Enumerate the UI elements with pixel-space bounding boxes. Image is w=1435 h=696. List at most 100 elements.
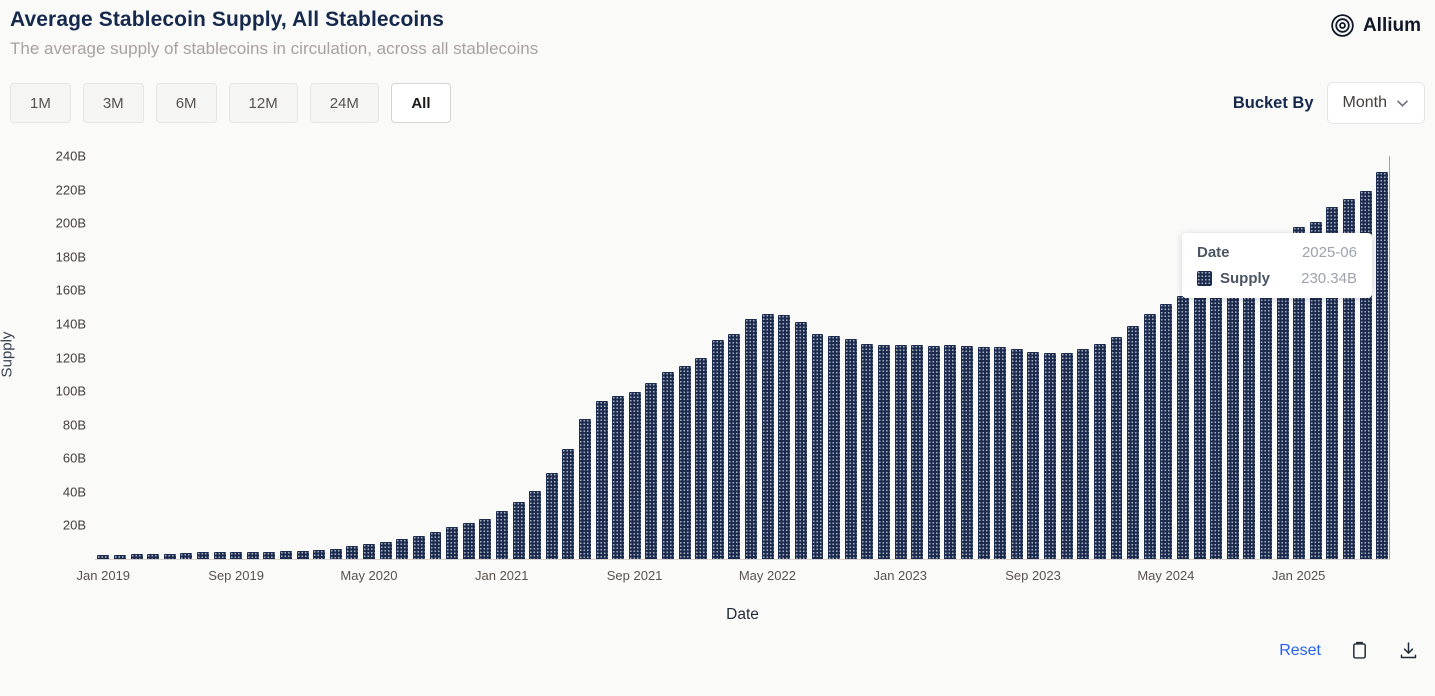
bar-2022-12[interactable]	[877, 344, 890, 559]
bar-2024-11[interactable]	[1259, 259, 1272, 559]
bar-2023-06[interactable]	[977, 346, 990, 559]
bar-2022-10[interactable]	[844, 339, 857, 559]
bar-2019-04[interactable]	[147, 554, 160, 559]
bar-2023-11[interactable]	[1060, 353, 1073, 559]
bar-2021-12[interactable]	[678, 366, 691, 559]
bar-2019-09[interactable]	[230, 552, 243, 559]
bar-2020-06[interactable]	[379, 541, 392, 559]
range-button-1m[interactable]: 1M	[10, 83, 71, 123]
bar-2025-05[interactable]	[1359, 190, 1372, 559]
bar-slot	[394, 156, 411, 559]
bar-slot	[676, 156, 693, 559]
bar-2019-06[interactable]	[180, 552, 193, 559]
bar-2025-01[interactable]	[1293, 227, 1306, 559]
bar-slot	[543, 156, 560, 559]
bar-2023-12[interactable]	[1077, 349, 1090, 559]
range-button-6m[interactable]: 6M	[155, 83, 217, 123]
bar-2019-07[interactable]	[196, 552, 209, 559]
x-tick-label-sep-2019: Sep 2019	[208, 568, 264, 583]
bar-2023-02[interactable]	[911, 344, 924, 559]
bar-2024-07[interactable]	[1193, 292, 1206, 559]
reset-button[interactable]: Reset	[1279, 641, 1321, 659]
bar-2022-01[interactable]	[695, 357, 708, 559]
bar-2025-06[interactable]	[1376, 172, 1389, 559]
bar-2022-03[interactable]	[728, 333, 741, 559]
bar-2019-05[interactable]	[163, 553, 176, 559]
bar-2021-03[interactable]	[529, 490, 542, 559]
bar-2023-03[interactable]	[927, 346, 940, 559]
bar-slot	[826, 156, 843, 559]
bar-2020-11[interactable]	[462, 523, 475, 559]
bar-2023-04[interactable]	[944, 345, 957, 559]
bar-2023-10[interactable]	[1044, 353, 1057, 559]
bar-2024-12[interactable]	[1276, 239, 1289, 559]
bar-2021-10[interactable]	[645, 383, 658, 559]
download-button[interactable]	[1398, 640, 1419, 661]
bar-2019-02[interactable]	[113, 554, 126, 559]
x-tick-label-jan-2023: Jan 2023	[873, 568, 927, 583]
bar-2022-06[interactable]	[778, 314, 791, 559]
bar-2020-02[interactable]	[313, 550, 326, 559]
bar-2022-08[interactable]	[811, 334, 824, 559]
bar-2020-12[interactable]	[479, 519, 492, 559]
bar-2023-07[interactable]	[994, 347, 1007, 559]
bar-2022-07[interactable]	[794, 321, 807, 559]
bar-2021-07[interactable]	[595, 400, 608, 559]
bar-2022-05[interactable]	[761, 314, 774, 559]
bar-2021-06[interactable]	[579, 419, 591, 559]
bar-2021-11[interactable]	[662, 372, 674, 559]
bar-2022-04[interactable]	[745, 318, 758, 559]
bar-2023-08[interactable]	[1010, 349, 1023, 559]
bar-2019-12[interactable]	[280, 551, 292, 559]
bar-2020-10[interactable]	[446, 527, 459, 559]
bar-2024-04[interactable]	[1143, 313, 1156, 559]
bar-2019-10[interactable]	[246, 551, 259, 559]
bar-2024-08[interactable]	[1210, 291, 1223, 559]
bar-2023-05[interactable]	[961, 345, 973, 559]
bar-2021-04[interactable]	[545, 473, 558, 559]
bar-2022-11[interactable]	[861, 343, 874, 559]
bar-2024-03[interactable]	[1127, 325, 1140, 559]
range-button-3m[interactable]: 3M	[82, 83, 144, 123]
bar-2020-04[interactable]	[346, 546, 359, 559]
bar-2021-09[interactable]	[628, 392, 641, 559]
bar-2024-06[interactable]	[1176, 296, 1189, 559]
bar-2025-02[interactable]	[1309, 221, 1322, 559]
bar-slot	[859, 156, 876, 559]
bar-2019-03[interactable]	[130, 554, 143, 559]
copy-to-clipboard-button[interactable]	[1349, 640, 1370, 661]
bar-2021-01[interactable]	[495, 510, 508, 559]
bar-slot	[510, 156, 527, 559]
bar-2020-09[interactable]	[429, 531, 442, 559]
bar-2024-10[interactable]	[1243, 275, 1256, 559]
bar-2025-03[interactable]	[1326, 206, 1339, 559]
bar-slot	[244, 156, 261, 559]
bar-2021-08[interactable]	[612, 396, 625, 559]
x-tick-label-jan-2021: Jan 2021	[475, 568, 529, 583]
bar-2025-04[interactable]	[1343, 198, 1355, 559]
bar-2020-05[interactable]	[363, 543, 376, 559]
bar-2022-09[interactable]	[828, 335, 841, 559]
bar-slot	[876, 156, 893, 559]
bar-slot	[211, 156, 228, 559]
bar-2020-03[interactable]	[329, 548, 342, 559]
bar-2020-08[interactable]	[412, 535, 425, 559]
bar-2020-07[interactable]	[396, 539, 409, 559]
bar-2024-09[interactable]	[1226, 286, 1239, 559]
bucket-by-select[interactable]: Month	[1326, 82, 1425, 124]
bar-2019-01[interactable]	[97, 554, 110, 559]
bar-2021-02[interactable]	[512, 501, 525, 559]
bar-2022-02[interactable]	[711, 340, 724, 559]
range-button-24m[interactable]: 24M	[309, 83, 379, 123]
bar-2019-11[interactable]	[263, 551, 276, 559]
bar-2019-08[interactable]	[213, 552, 226, 559]
range-button-12m[interactable]: 12M	[228, 83, 298, 123]
bar-2021-05[interactable]	[562, 449, 575, 559]
bar-2024-01[interactable]	[1093, 344, 1106, 559]
bar-2020-01[interactable]	[296, 550, 309, 559]
bar-2024-05[interactable]	[1160, 304, 1173, 559]
bar-2023-09[interactable]	[1027, 352, 1040, 559]
range-button-all[interactable]: All	[390, 83, 451, 123]
bar-2023-01[interactable]	[894, 345, 907, 559]
bar-2024-02[interactable]	[1110, 336, 1123, 559]
